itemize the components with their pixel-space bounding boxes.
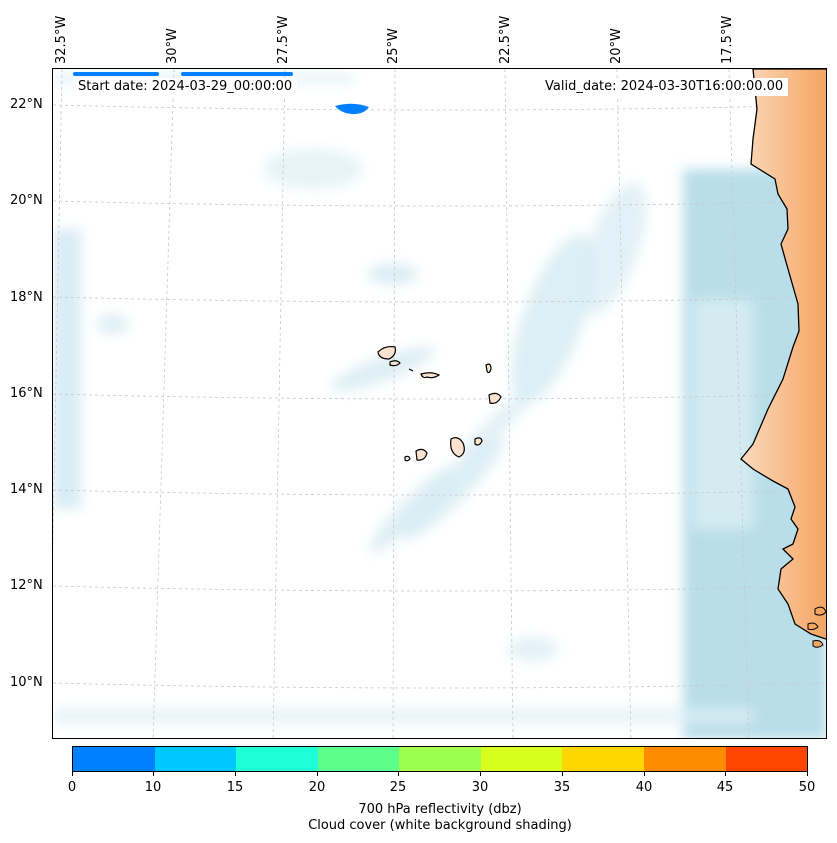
colorbar-tick-label: 35: [553, 780, 571, 795]
colorbar-tickmark: [72, 772, 73, 776]
lon-label-20w: 20°W: [609, 28, 624, 64]
cape-verde-islands: [377, 345, 502, 462]
colorbar-segment-45-50: [725, 747, 808, 771]
lon-label-25w: 25°W: [386, 28, 401, 64]
colorbar-tickmark: [317, 772, 318, 776]
colorbar-tick-label: 45: [716, 780, 734, 795]
lon-label-32-5w: 32.5°W: [54, 15, 69, 64]
map-canvas: [53, 69, 826, 738]
colorbar-segment-0-10: [73, 747, 155, 771]
colorbar-title: 700 hPa reflectivity (dbz): [358, 802, 522, 817]
lat-label-16n: 16°N: [10, 386, 43, 401]
colorbar-tick-label: 0: [67, 780, 77, 795]
reflectivity-colorbar: [72, 746, 808, 772]
colorbar-tickmark: [235, 772, 236, 776]
lat-label-10n: 10°N: [10, 675, 43, 690]
colorbar-tickmark: [725, 772, 726, 776]
colorbar-segment-25-30: [399, 747, 481, 771]
colorbar-tick-label: 20: [308, 780, 326, 795]
colorbar-segment-40-45: [643, 747, 726, 771]
reflectivity-layer: [73, 72, 369, 115]
colorbar-segment-10-15: [154, 747, 237, 771]
colorbar-segment-20-25: [317, 747, 400, 771]
colorbar-segment-30-35: [480, 747, 563, 771]
map-frame[interactable]: Start date: 2024-03-29_00:00:00 Valid_da…: [52, 68, 827, 739]
colorbar-tick-label: 50: [798, 780, 816, 795]
colorbar-subtitle: Cloud cover (white background shading): [308, 818, 572, 833]
colorbar-tick-label: 25: [389, 780, 407, 795]
colorbar-tickmark: [480, 772, 481, 776]
colorbar-segment-35-40: [562, 747, 644, 771]
colorbar-tick-label: 10: [144, 780, 162, 795]
lat-label-22n: 22°N: [10, 97, 43, 112]
colorbar-segment-15-20: [236, 747, 318, 771]
lat-label-20n: 20°N: [10, 193, 43, 208]
cloud-cover-layer: [53, 73, 826, 738]
start-date-label: Start date: 2024-03-29_00:00:00: [73, 78, 298, 96]
colorbar-tick-label: 40: [635, 780, 653, 795]
lon-label-22-5w: 22.5°W: [498, 15, 513, 64]
lat-label-18n: 18°N: [10, 290, 43, 305]
colorbar-tickmark: [807, 772, 808, 776]
guinea-bissau-islands: [807, 606, 826, 648]
lon-label-30w: 30°W: [165, 28, 180, 64]
colorbar-tick-label: 30: [471, 780, 489, 795]
lon-label-27-5w: 27.5°W: [276, 15, 291, 64]
africa-coast-landmass: [740, 69, 826, 640]
valid-date-label: Valid_date: 2024-03-30T16:00:00.00: [540, 78, 789, 96]
colorbar-tickmark: [153, 772, 154, 776]
colorbar-tickmark: [562, 772, 563, 776]
lon-label-17-5w: 17.5°W: [720, 15, 735, 64]
colorbar-tickmark: [398, 772, 399, 776]
colorbar-tick-label: 15: [226, 780, 244, 795]
lat-label-14n: 14°N: [10, 482, 43, 497]
lat-label-12n: 12°N: [10, 578, 43, 593]
colorbar-tickmark: [644, 772, 645, 776]
graticule: [53, 69, 826, 738]
